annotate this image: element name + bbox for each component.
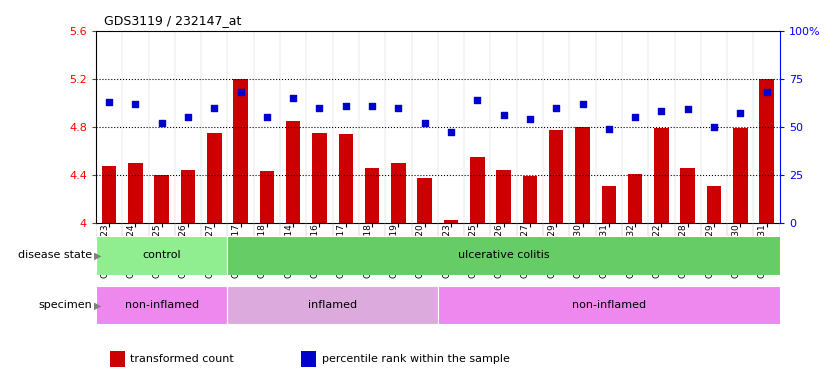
Text: GSM240028: GSM240028 (679, 223, 688, 278)
Bar (228, 236, 780, 275)
Bar (181, 170, 195, 223)
Text: GSM240030: GSM240030 (731, 223, 741, 278)
Bar (102, 166, 116, 223)
Text: non-inflamed: non-inflamed (572, 300, 646, 310)
Text: GSM239720: GSM239720 (415, 223, 425, 278)
Point (734, 110, 747, 116)
Point (497, 112, 510, 118)
Text: GSM240024: GSM240024 (127, 223, 135, 278)
Point (523, 116, 536, 122)
Point (181, 114, 194, 120)
Text: GSM239617: GSM239617 (232, 223, 240, 278)
Bar (339, 134, 353, 223)
Point (602, 126, 615, 132)
Point (760, 89, 773, 95)
Text: GSM239730: GSM239730 (574, 223, 582, 278)
Text: GSM240027: GSM240027 (205, 223, 214, 278)
Bar (706, 185, 721, 223)
Text: GSM239727: GSM239727 (521, 223, 530, 278)
Bar (444, 220, 458, 223)
Bar (154, 175, 169, 223)
Text: GSM240026: GSM240026 (179, 223, 188, 278)
Text: GSM239618: GSM239618 (258, 223, 267, 278)
Bar (681, 167, 695, 223)
Point (655, 108, 668, 114)
Bar (470, 157, 485, 223)
Bar (760, 79, 774, 223)
Point (287, 95, 300, 101)
Point (418, 120, 431, 126)
Text: inflamed: inflamed (308, 300, 357, 310)
Bar (312, 133, 327, 223)
Text: GSM239716: GSM239716 (310, 223, 319, 278)
Bar (523, 176, 537, 223)
Text: GSM240031: GSM240031 (757, 223, 766, 278)
Bar (259, 171, 274, 223)
Text: GSM239718: GSM239718 (363, 223, 372, 278)
Bar (96, 236, 228, 275)
Point (707, 124, 721, 130)
Bar (96, 286, 228, 324)
Point (260, 114, 274, 120)
Text: disease state: disease state (18, 250, 92, 260)
Bar (286, 121, 300, 223)
Text: GSM239732: GSM239732 (626, 223, 636, 278)
Bar (733, 128, 747, 223)
Text: control: control (143, 250, 181, 260)
Text: GSM240023: GSM240023 (100, 223, 109, 278)
Text: GSM239719: GSM239719 (389, 223, 399, 278)
Text: GSM239717: GSM239717 (337, 223, 346, 278)
Bar (496, 170, 511, 223)
Text: percentile rank within the sample: percentile rank within the sample (322, 354, 510, 364)
Point (575, 101, 589, 107)
Text: GSM239725: GSM239725 (469, 223, 477, 278)
Bar (438, 286, 780, 324)
Bar (628, 174, 642, 223)
Point (208, 104, 221, 111)
Bar (228, 286, 438, 324)
Text: ulcerative colitis: ulcerative colitis (458, 250, 550, 260)
Point (392, 104, 405, 111)
Bar (364, 167, 379, 223)
Point (550, 104, 563, 111)
Text: GSM240025: GSM240025 (153, 223, 162, 278)
Text: non-inflamed: non-inflamed (124, 300, 198, 310)
Text: GSM239723: GSM239723 (442, 223, 451, 278)
Point (234, 89, 247, 95)
Bar (301, 351, 316, 367)
Text: GSM240022: GSM240022 (652, 223, 661, 278)
Bar (654, 128, 669, 223)
Text: GDS3119 / 232147_at: GDS3119 / 232147_at (104, 14, 242, 27)
Bar (109, 351, 124, 367)
Text: transformed count: transformed count (130, 354, 234, 364)
Text: GSM239731: GSM239731 (600, 223, 609, 278)
Point (339, 103, 353, 109)
Bar (234, 79, 248, 223)
Bar (207, 133, 222, 223)
Bar (418, 178, 432, 223)
Point (365, 103, 379, 109)
Text: GSM239714: GSM239714 (284, 223, 294, 278)
Point (629, 114, 642, 120)
Text: specimen: specimen (38, 300, 92, 310)
Point (681, 106, 695, 113)
Text: ▶: ▶ (94, 250, 102, 260)
Text: ▶: ▶ (94, 300, 102, 310)
Bar (549, 130, 564, 223)
Bar (128, 163, 143, 223)
Point (470, 97, 484, 103)
Text: GSM240029: GSM240029 (705, 223, 714, 278)
Point (445, 129, 458, 136)
Point (128, 101, 142, 107)
Text: GSM239729: GSM239729 (547, 223, 556, 278)
Point (155, 120, 168, 126)
Bar (575, 127, 590, 223)
Bar (601, 185, 616, 223)
Bar (391, 163, 405, 223)
Point (313, 104, 326, 111)
Text: GSM239726: GSM239726 (495, 223, 504, 278)
Point (103, 99, 116, 105)
